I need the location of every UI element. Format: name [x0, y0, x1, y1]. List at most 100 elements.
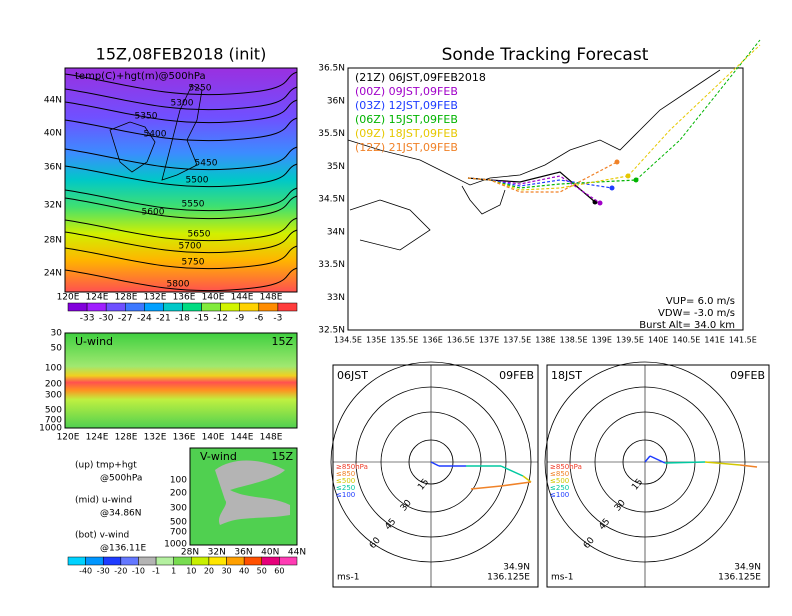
lon-label: 139.5E	[616, 336, 644, 345]
track-map	[347, 67, 744, 331]
lat-label: 36N	[44, 163, 62, 173]
contour-label: 5250	[189, 84, 212, 94]
note: @500hPa	[100, 474, 142, 484]
lat-label: 44N	[44, 96, 62, 106]
landing-point	[597, 200, 603, 206]
colorbar-label: -40	[79, 567, 92, 576]
u-wind-panel	[64, 332, 298, 429]
lon-label: 140E	[648, 336, 668, 345]
colorbar-box	[201, 302, 221, 312]
colorbar-box	[182, 302, 202, 312]
hodo-lon: 136.125E	[718, 573, 761, 583]
contour	[64, 99, 298, 124]
lon-label: 148E	[260, 293, 283, 303]
track	[467, 175, 601, 204]
lon-label: 141E	[704, 336, 724, 345]
pressure-label: 700	[45, 416, 62, 426]
lat-label: 33.5N	[318, 260, 345, 270]
hodograph-panel	[546, 364, 770, 588]
level-label: ≤250	[550, 484, 569, 492]
colorbar-label: 60	[274, 567, 284, 576]
hodo-unit: ms-1	[337, 573, 359, 583]
lon-label: 120E	[57, 293, 80, 303]
track	[467, 171, 596, 203]
hodo-trace	[430, 461, 440, 467]
colorbar-box	[258, 302, 279, 312]
lon-label: 137E	[479, 336, 499, 345]
v-title: V-wind	[200, 450, 237, 463]
lon-label: 134.5E	[334, 336, 362, 345]
contour	[64, 163, 298, 188]
level-label: ≤500	[550, 477, 569, 485]
hodo-date: 09FEB	[499, 369, 534, 382]
v-time: 15Z	[271, 450, 293, 463]
lon-label: 136E	[173, 293, 196, 303]
level-label: ≤250	[336, 484, 355, 492]
legend-entry: (03Z) 12JST,09FEB	[355, 99, 458, 112]
lon-label: 120E	[57, 433, 80, 443]
lat-label: 40N	[261, 548, 279, 558]
lon-label: 132E	[144, 433, 167, 443]
colorbar-label: -27	[118, 314, 133, 324]
level-label: ≤850	[336, 470, 355, 478]
hodo-trace	[644, 455, 651, 463]
contour	[64, 71, 298, 96]
hodo-trace	[500, 465, 524, 477]
contour	[64, 217, 298, 242]
hodograph-panel	[332, 364, 539, 588]
coastline	[461, 185, 506, 215]
contour	[64, 229, 298, 254]
colorbar-box	[261, 556, 280, 566]
pressure-label: 50	[51, 344, 63, 354]
colorbar-box	[243, 556, 263, 566]
pressure-label: 500	[45, 406, 62, 416]
colorbar-box	[67, 302, 88, 312]
contour	[64, 187, 298, 212]
hodo-trace	[664, 461, 706, 464]
colorbar-label: -30	[99, 314, 114, 324]
colorbar-label: 50	[257, 567, 267, 576]
contour	[64, 245, 298, 270]
lon-label: 140E	[202, 293, 225, 303]
colorbar-box	[138, 556, 157, 566]
colorbar-box	[102, 556, 122, 566]
hodo-unit: ms-1	[551, 573, 573, 583]
colorbar-label: -1	[152, 567, 160, 576]
lon-label: 128E	[115, 433, 138, 443]
colorbar-label: -24	[137, 314, 152, 324]
hodo-date: 09FEB	[730, 369, 765, 382]
lat-label: 44N	[288, 548, 306, 558]
pressure-label: 30	[51, 329, 63, 339]
map-label: temp(C)+hgt(m)@500hPa	[75, 71, 206, 82]
hodo-trace	[704, 461, 741, 466]
v-wind-neutral	[215, 460, 290, 525]
hodo-lat: 34.9N	[503, 563, 530, 573]
lon-label: 144E	[231, 293, 254, 303]
param: Burst Alt= 34.0 km	[639, 320, 735, 331]
colorbar-box	[86, 302, 107, 312]
colorbar-label: 20	[204, 567, 214, 576]
colorbar-label: -18	[175, 314, 190, 324]
level-label: ≥850hPa	[550, 463, 582, 471]
note: (up) tmp+hgt	[75, 461, 137, 471]
lat-label: 32N	[44, 201, 62, 211]
colorbar-label: -30	[97, 567, 110, 576]
contour-label: 5400	[144, 130, 167, 140]
hodo-trace	[649, 455, 666, 464]
pressure-label: 300	[170, 504, 187, 514]
colorbar-box	[155, 556, 174, 566]
note: @136.11E	[100, 544, 146, 554]
colorbar-box	[226, 556, 245, 566]
contour	[64, 267, 298, 292]
contour-label: 5550	[182, 200, 205, 210]
lon-label: 136E	[422, 336, 442, 345]
lon-label: 138E	[535, 336, 555, 345]
colorbar-box	[125, 302, 145, 312]
colorbar-label: -20	[114, 567, 127, 576]
colorbar-box	[277, 302, 298, 312]
lat-label: 34N	[327, 227, 345, 237]
lat-label: 28N	[181, 548, 199, 558]
landing-point	[609, 185, 615, 191]
colorbar-box	[173, 556, 192, 566]
lon-label: 138.5E	[560, 336, 588, 345]
